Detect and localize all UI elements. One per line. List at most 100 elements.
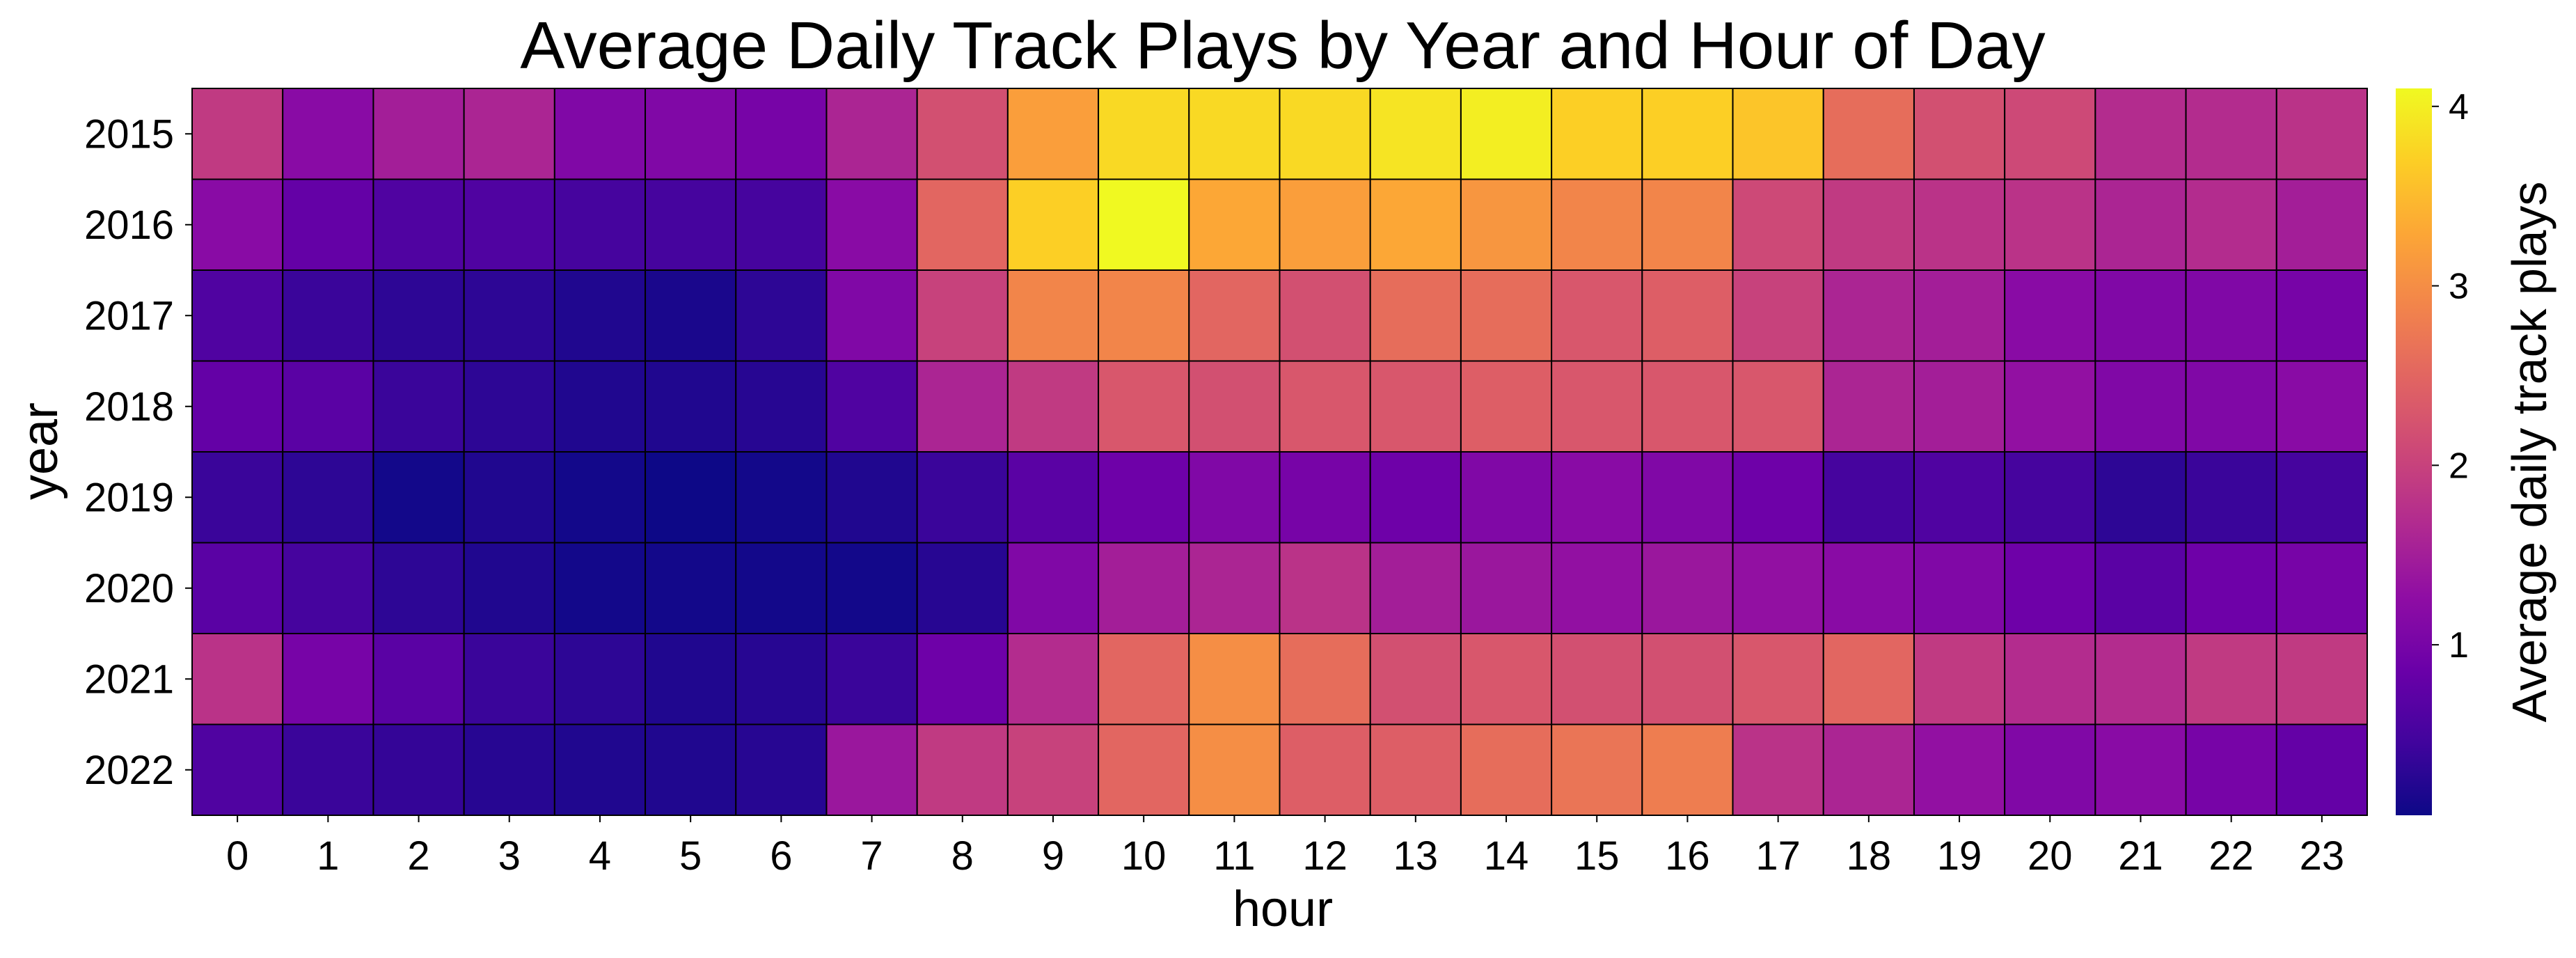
heatmap-cell-2018-12 <box>1279 360 1371 453</box>
heatmap-cell-2020-17 <box>1732 542 1824 634</box>
heatmap-cell-2017-18 <box>1822 269 1915 362</box>
heatmap-cell-2015-0 <box>191 88 284 180</box>
heatmap-cell-2022-4 <box>553 723 647 816</box>
heatmap-cell-2015-21 <box>2094 88 2187 180</box>
heatmap-cell-2021-3 <box>463 633 555 725</box>
y-tick-label-2016: 2016 <box>84 203 174 248</box>
heatmap-cell-2021-6 <box>735 633 828 725</box>
heatmap-cell-2016-11 <box>1188 178 1281 271</box>
heatmap-cell-2017-10 <box>1098 269 1190 362</box>
heatmap-cell-2019-23 <box>2275 451 2369 544</box>
heatmap-cell-2021-13 <box>1369 633 1462 725</box>
heatmap-cell-2015-23 <box>2275 88 2369 180</box>
heatmap-cell-2020-8 <box>916 542 1009 634</box>
heatmap-cell-2019-19 <box>1913 451 2006 544</box>
heatmap-cell-2015-10 <box>1098 88 1190 180</box>
heatmap-cell-2021-19 <box>1913 633 2006 725</box>
heatmap-cell-2019-5 <box>645 451 737 544</box>
heatmap-cell-2020-13 <box>1369 542 1462 634</box>
heatmap-cell-2019-20 <box>2004 451 2096 544</box>
heatmap-cell-2020-1 <box>282 542 374 634</box>
x-tick-label-11: 11 <box>1213 833 1255 879</box>
colorbar-tick-label-2: 2 <box>2449 446 2469 486</box>
heatmap-cell-2020-11 <box>1188 542 1281 634</box>
heatmap-cell-2020-5 <box>645 542 737 634</box>
heatmap-cell-2019-13 <box>1369 451 1462 544</box>
x-tick-label-0: 0 <box>226 833 248 879</box>
colorbar-ticks: 1 2 3 4 <box>2432 87 2469 666</box>
x-tick-label-7: 7 <box>860 833 883 879</box>
heatmap-cell-2015-2 <box>372 88 465 180</box>
heatmap-cell-2017-0 <box>191 269 284 362</box>
heatmap-cell-2015-4 <box>553 88 647 180</box>
heatmap-cell-2015-12 <box>1279 88 1371 180</box>
heatmap-cell-2021-0 <box>191 633 284 725</box>
heatmap-cell-2022-16 <box>1641 723 1734 816</box>
heatmap-cell-2020-2 <box>372 542 465 634</box>
heatmap-cell-2017-9 <box>1006 269 1100 362</box>
heatmap-cell-2018-19 <box>1913 360 2006 453</box>
heatmap-cell-2021-17 <box>1732 633 1824 725</box>
heatmap-cell-2017-16 <box>1641 269 1734 362</box>
heatmap-cell-2018-23 <box>2275 360 2369 453</box>
heatmap-cell-2021-16 <box>1641 633 1734 725</box>
heatmap-cell-2018-9 <box>1006 360 1100 453</box>
heatmap-cell-2020-20 <box>2004 542 2096 634</box>
heatmap-cell-2021-4 <box>553 633 647 725</box>
heatmap-cell-2022-3 <box>463 723 555 816</box>
heatmap-cell-2018-10 <box>1098 360 1190 453</box>
x-axis-label: hour <box>1233 881 1333 937</box>
x-tick-label-21: 21 <box>2118 833 2163 879</box>
heatmap-cell-2020-9 <box>1006 542 1100 634</box>
heatmap-cell-2019-18 <box>1822 451 1915 544</box>
x-tick-labels: 0 1 2 3 4 5 6 7 8 9 10 11 12 13 14 15 16 17 18 19 20 21 22 23 <box>226 815 2344 879</box>
heatmap-cell-2018-20 <box>2004 360 2096 453</box>
x-tick-label-23: 23 <box>2300 833 2345 879</box>
heatmap-cell-2022-21 <box>2094 723 2187 816</box>
heatmap-cell-2020-22 <box>2185 542 2277 634</box>
heatmap-cell-2015-11 <box>1188 88 1281 180</box>
heatmap-cell-2015-8 <box>916 88 1009 180</box>
y-tick-label-2017: 2017 <box>84 293 174 338</box>
heatmap-cell-2016-14 <box>1460 178 1553 271</box>
heatmap-cell-2016-2 <box>372 178 465 271</box>
heatmap-cell-2021-8 <box>916 633 1009 725</box>
heatmap-cell-2022-10 <box>1098 723 1190 816</box>
heatmap-cell-2022-12 <box>1279 723 1371 816</box>
heatmap-cell-2018-8 <box>916 360 1009 453</box>
x-tick-label-19: 19 <box>1937 833 1982 879</box>
y-axis-label: year <box>13 402 68 500</box>
heatmap-cell-2015-20 <box>2004 88 2096 180</box>
heatmap-cell-2022-23 <box>2275 723 2369 816</box>
heatmap-cell-2021-14 <box>1460 633 1553 725</box>
x-tick-label-5: 5 <box>679 833 702 879</box>
heatmap-cell-2017-14 <box>1460 269 1553 362</box>
heatmap-cell-2019-2 <box>372 451 465 544</box>
heatmap-cell-2018-18 <box>1822 360 1915 453</box>
heatmap-cell-2015-9 <box>1006 88 1100 180</box>
heatmap-cell-2016-18 <box>1822 178 1915 271</box>
heatmap-cell-2021-2 <box>372 633 465 725</box>
x-tick-label-3: 3 <box>498 833 521 879</box>
heatmap-cell-2016-9 <box>1006 178 1100 271</box>
heatmap-cell-2020-6 <box>735 542 828 634</box>
heatmap-cell-2017-5 <box>645 269 737 362</box>
heatmap-cell-2022-9 <box>1006 723 1100 816</box>
heatmap-cell-2016-17 <box>1732 178 1824 271</box>
heatmap-cell-2016-21 <box>2094 178 2187 271</box>
heatmap-cell-2021-18 <box>1822 633 1915 725</box>
y-tick-label-2018: 2018 <box>84 384 174 430</box>
heatmap-cell-2022-5 <box>645 723 737 816</box>
heatmap-cell-2018-11 <box>1188 360 1281 453</box>
heatmap-cell-2021-12 <box>1279 633 1371 725</box>
x-tick-label-12: 12 <box>1302 833 1348 879</box>
heatmap-cell-2022-22 <box>2185 723 2277 816</box>
heatmap-cell-2020-7 <box>825 542 918 634</box>
colorbar-label: Average daily track plays <box>2502 182 2557 723</box>
heatmap-cell-2022-1 <box>282 723 374 816</box>
heatmap-cell-2017-4 <box>553 269 647 362</box>
heatmap-cell-2017-2 <box>372 269 465 362</box>
x-tick-label-16: 16 <box>1665 833 1710 879</box>
heatmap-cell-2017-1 <box>282 269 374 362</box>
